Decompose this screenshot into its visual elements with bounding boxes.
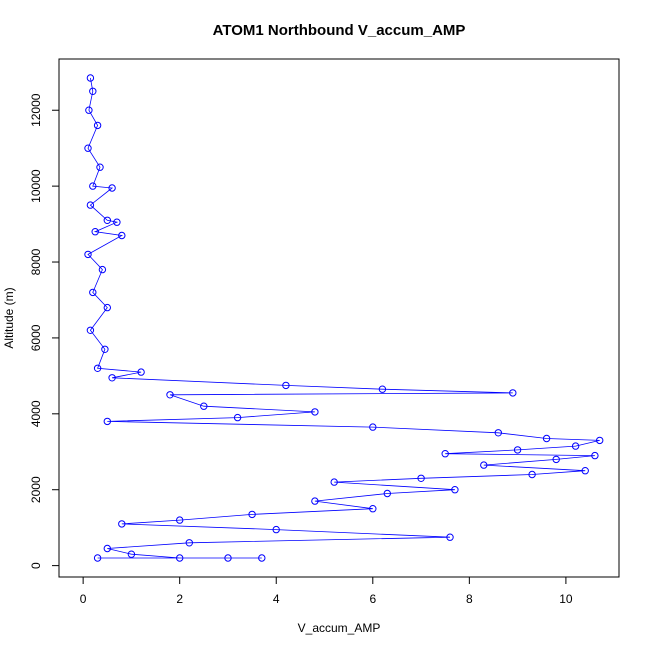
data-marks bbox=[84, 74, 604, 562]
y-tick-label: 12000 bbox=[29, 93, 43, 127]
data-point bbox=[417, 474, 425, 482]
y-axis-label: Altitude (m) bbox=[2, 287, 16, 348]
series-line bbox=[87, 77, 600, 559]
data-point bbox=[282, 381, 290, 390]
data-point bbox=[552, 455, 560, 464]
data-point bbox=[93, 554, 102, 562]
data-point bbox=[311, 408, 319, 416]
y-tick-label: 2000 bbox=[29, 476, 43, 503]
data-point bbox=[118, 231, 126, 240]
x-tick-label: 8 bbox=[466, 592, 473, 606]
data-point bbox=[113, 218, 121, 226]
data-point bbox=[369, 423, 377, 431]
data-point bbox=[108, 184, 116, 192]
data-point bbox=[103, 417, 112, 426]
x-tick-label: 6 bbox=[369, 592, 376, 606]
x-tick-label: 0 bbox=[80, 592, 87, 606]
data-point bbox=[542, 434, 551, 443]
data-point bbox=[103, 303, 112, 312]
data-point bbox=[528, 470, 536, 479]
data-point bbox=[591, 451, 599, 460]
data-point bbox=[108, 374, 116, 382]
data-point bbox=[513, 446, 522, 454]
data-point bbox=[84, 144, 92, 152]
data-point bbox=[86, 74, 95, 82]
data-point bbox=[127, 550, 136, 558]
data-point bbox=[224, 554, 232, 562]
data-point bbox=[258, 554, 266, 562]
data-point bbox=[103, 544, 112, 553]
y-tick-label: 10000 bbox=[29, 169, 43, 203]
data-point bbox=[137, 368, 145, 376]
data-point bbox=[446, 533, 454, 541]
data-point bbox=[93, 121, 102, 130]
plot-frame bbox=[58, 58, 620, 578]
data-point bbox=[93, 364, 102, 372]
chart-title: ATOM1 Northbound V_accum_AMP bbox=[213, 22, 466, 39]
data-point bbox=[369, 505, 377, 513]
data-point bbox=[96, 163, 104, 171]
x-tick-label: 2 bbox=[176, 592, 183, 606]
data-point bbox=[581, 467, 589, 475]
data-point bbox=[233, 413, 242, 422]
data-point bbox=[596, 436, 604, 445]
data-point bbox=[86, 326, 95, 334]
data-point bbox=[84, 250, 92, 259]
data-point bbox=[311, 497, 319, 505]
x-axis-label: V_accum_AMP bbox=[298, 621, 381, 635]
data-point bbox=[85, 106, 93, 114]
data-point bbox=[200, 402, 208, 410]
data-point bbox=[89, 87, 97, 96]
y-tick-label: 6000 bbox=[29, 324, 43, 351]
data-point bbox=[91, 228, 99, 236]
data-point bbox=[378, 385, 387, 393]
data-point bbox=[185, 539, 194, 547]
data-point bbox=[248, 510, 256, 519]
y-tick-label: 8000 bbox=[29, 248, 43, 275]
data-point bbox=[89, 288, 97, 297]
data-point bbox=[166, 391, 174, 399]
data-point bbox=[101, 345, 109, 353]
data-point bbox=[571, 442, 580, 450]
data-point bbox=[330, 478, 338, 486]
data-point bbox=[103, 216, 112, 225]
y-tick-label: 4000 bbox=[29, 400, 43, 427]
data-point bbox=[176, 516, 184, 524]
data-point bbox=[176, 554, 184, 562]
data-point bbox=[480, 461, 488, 469]
data-point bbox=[86, 201, 95, 209]
data-point bbox=[451, 486, 459, 494]
data-point bbox=[118, 520, 126, 528]
data-point bbox=[509, 389, 517, 397]
x-tick-label: 10 bbox=[559, 592, 573, 606]
data-point bbox=[383, 489, 391, 498]
data-point bbox=[272, 525, 280, 534]
data-point bbox=[441, 450, 449, 458]
data-point bbox=[89, 182, 97, 190]
data-point bbox=[494, 429, 502, 437]
data-point bbox=[98, 265, 107, 274]
x-tick-label: 4 bbox=[273, 592, 280, 606]
y-tick-label: 0 bbox=[29, 562, 43, 569]
